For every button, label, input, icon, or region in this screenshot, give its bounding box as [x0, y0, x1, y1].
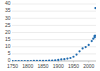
point	[15, 60, 17, 61]
y-tick-label: 15	[5, 36, 11, 42]
y-tick-label: 5	[8, 50, 11, 56]
x-tick-label: 2000	[83, 63, 94, 69]
grid-line	[12, 46, 96, 47]
x-tick-label: 1800	[22, 63, 33, 69]
point	[30, 60, 32, 61]
point	[51, 59, 53, 61]
grid-line	[12, 32, 96, 33]
point	[18, 60, 20, 61]
points	[12, 7, 96, 61]
point	[63, 58, 65, 60]
grid-line	[12, 25, 96, 26]
point	[85, 46, 87, 48]
grid-line	[12, 61, 96, 62]
grid-line	[12, 18, 96, 19]
x-tick-label: 1900	[53, 63, 64, 69]
point	[42, 60, 44, 61]
y-tick-label: 40	[5, 0, 11, 6]
grid-line	[12, 4, 96, 5]
chart-container: 0510152025303540175018001850190019502000	[0, 0, 100, 71]
point	[72, 56, 74, 58]
point	[94, 35, 96, 37]
point	[36, 60, 38, 61]
point	[21, 60, 23, 61]
grid-line	[12, 53, 96, 54]
y-tick-label: 30	[5, 15, 11, 21]
x-tick-label: 1750	[7, 63, 18, 69]
point	[12, 60, 14, 61]
point	[27, 60, 29, 61]
point	[57, 59, 59, 61]
grid-line	[12, 11, 96, 12]
point	[66, 57, 68, 59]
x-axis-line	[12, 61, 96, 62]
point	[39, 60, 41, 61]
point	[24, 60, 26, 61]
point	[82, 47, 84, 49]
y-tick-label: 20	[5, 29, 11, 35]
point	[48, 60, 50, 61]
point	[75, 53, 77, 55]
point	[60, 58, 62, 60]
point	[69, 57, 71, 59]
point	[94, 7, 96, 9]
chart: 0510152025303540175018001850190019502000	[0, 0, 100, 71]
point	[91, 40, 93, 42]
x-tick-label: 1950	[68, 63, 79, 69]
point	[88, 44, 90, 46]
point	[45, 60, 47, 61]
y-tick-label: 35	[5, 7, 11, 13]
y-tick-label: 25	[5, 22, 11, 28]
y-tick-label: 10	[5, 43, 11, 49]
x-tick-label: 1850	[37, 63, 48, 69]
point	[78, 50, 80, 52]
point	[33, 60, 35, 61]
grid-line	[12, 39, 96, 40]
point	[54, 59, 56, 61]
